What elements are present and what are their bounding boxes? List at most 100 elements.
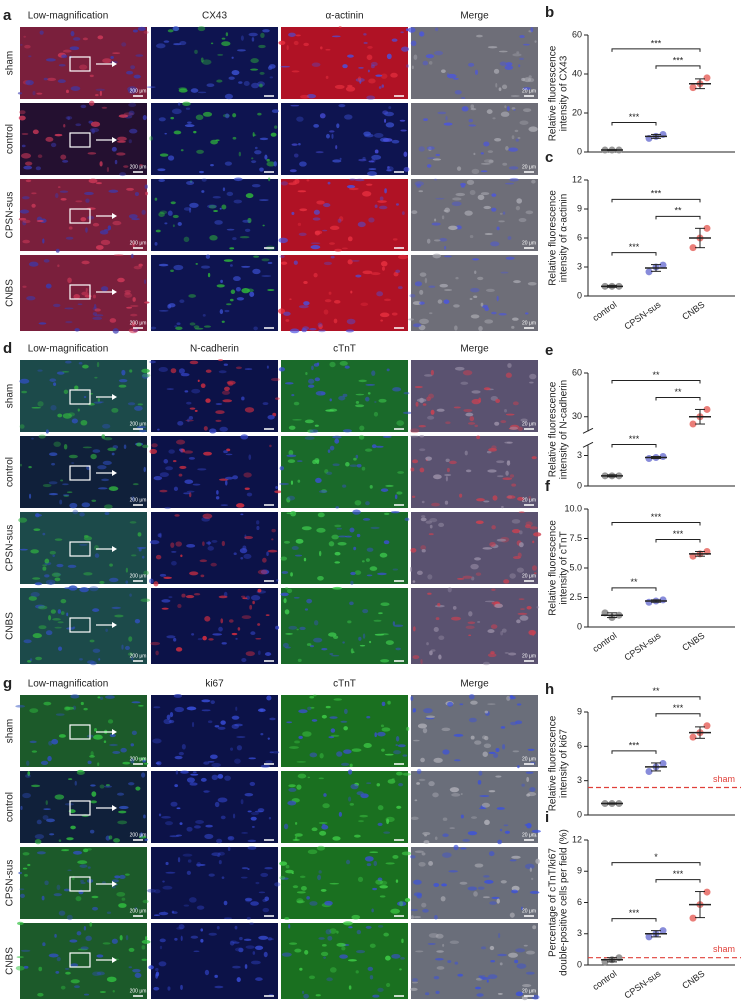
speckle [507, 363, 512, 368]
speckle [244, 536, 254, 540]
speckle [309, 645, 314, 648]
x-tick-label: control [591, 968, 619, 992]
speckle [521, 906, 524, 911]
speckle [38, 322, 47, 325]
speckle [218, 595, 228, 599]
speckle [303, 301, 310, 306]
texture [279, 434, 405, 509]
speckle [532, 565, 537, 571]
speckle [509, 177, 519, 182]
speckle [21, 153, 32, 159]
significance-label: *** [651, 189, 662, 199]
speckle [321, 714, 327, 719]
speckle [465, 412, 474, 417]
speckle [210, 164, 214, 167]
speckle [19, 463, 23, 467]
speckle [30, 592, 40, 598]
speckle [400, 129, 407, 132]
speckle [525, 971, 535, 975]
speckle [288, 787, 297, 792]
significance-label: *** [673, 529, 684, 539]
speckle [83, 848, 89, 853]
speckle [275, 485, 278, 490]
speckle [490, 651, 495, 655]
speckle [77, 303, 83, 306]
speckle [434, 178, 438, 181]
speckle [451, 201, 462, 207]
speckle [333, 635, 339, 639]
speckle [216, 490, 219, 495]
speckle [220, 618, 224, 624]
speckle [153, 706, 161, 709]
speckle [242, 597, 248, 600]
column-header: N-cadherin [190, 344, 239, 355]
speckle [187, 859, 192, 863]
speckle [215, 410, 225, 415]
zoom-box [69, 724, 91, 740]
speckle [40, 760, 49, 765]
speckle [68, 778, 73, 780]
speckle [513, 108, 516, 111]
speckle [509, 859, 517, 862]
speckle [153, 986, 160, 991]
significance-bracket [611, 696, 701, 700]
speckle [179, 299, 185, 304]
texture [150, 588, 280, 663]
speckle [39, 30, 44, 35]
speckle [328, 632, 337, 637]
speckle [200, 777, 207, 782]
speckle [508, 952, 518, 958]
speckle [66, 914, 73, 921]
speckle [379, 885, 389, 889]
speckle [240, 434, 249, 440]
speckle [368, 168, 377, 171]
speckle [50, 404, 57, 411]
speckle [259, 137, 269, 141]
micrograph [20, 588, 147, 664]
speckle [203, 761, 210, 765]
speckle [320, 392, 326, 396]
speckle [216, 838, 223, 844]
speckle [180, 770, 189, 774]
speckle [87, 866, 91, 869]
significance-label: * [654, 852, 658, 862]
speckle [298, 709, 308, 714]
arrow-head [112, 729, 117, 735]
x-tick-label: CNBS [680, 299, 706, 322]
speckle [482, 661, 490, 666]
speckle [218, 626, 223, 632]
speckle [443, 209, 449, 212]
speckle [281, 570, 289, 574]
speckle [280, 261, 288, 265]
speckle [60, 985, 66, 990]
texture [286, 694, 410, 768]
significance-label: *** [673, 703, 684, 713]
speckle [236, 49, 246, 52]
speckle [299, 208, 308, 212]
speckle [499, 962, 503, 966]
speckle [43, 77, 48, 81]
speckle [397, 744, 406, 748]
speckle [259, 83, 263, 88]
speckle [516, 963, 527, 969]
speckle [430, 409, 435, 415]
speckle [163, 718, 172, 725]
speckle [487, 974, 498, 980]
axis-break [582, 427, 594, 434]
speckle [316, 362, 320, 365]
speckle [385, 122, 395, 128]
speckle [515, 138, 519, 142]
speckle [205, 398, 211, 403]
speckle [367, 69, 370, 73]
speckle [87, 760, 92, 765]
speckle [392, 238, 398, 241]
speckle [267, 938, 275, 940]
speckle [289, 169, 297, 173]
speckle [369, 485, 373, 489]
speckle [217, 851, 225, 856]
speckle [297, 460, 303, 462]
speckle [343, 726, 348, 731]
speckle [50, 142, 57, 148]
speckle [19, 110, 26, 115]
speckle [422, 831, 431, 836]
